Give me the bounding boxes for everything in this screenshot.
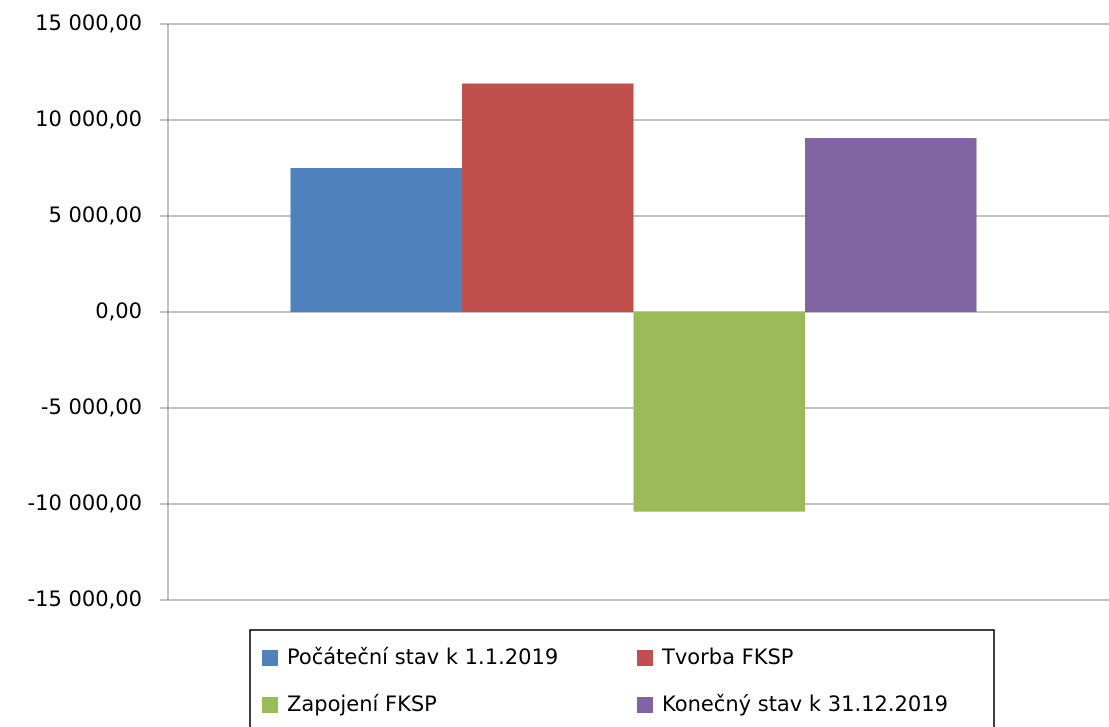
legend-swatch bbox=[637, 697, 653, 713]
legend-swatch bbox=[262, 650, 278, 666]
legend-label: Tvorba FKSP bbox=[661, 645, 793, 669]
bar bbox=[462, 83, 634, 313]
bar bbox=[290, 168, 462, 312]
legend-box bbox=[249, 629, 995, 727]
legend-label: Zapojení FKSP bbox=[287, 692, 437, 716]
y-tick-label: 0,00 bbox=[95, 299, 142, 323]
legend-label: Konečný stav k 31.12.2019 bbox=[662, 692, 948, 716]
legend-label: Počáteční stav k 1.1.2019 bbox=[287, 645, 558, 669]
y-tick-label: -15 000,00 bbox=[28, 587, 142, 611]
y-tick-label: 15 000,00 bbox=[35, 11, 142, 35]
y-tick-label: -5 000,00 bbox=[41, 395, 142, 419]
y-tick-label: -10 000,00 bbox=[28, 491, 142, 515]
bar bbox=[805, 138, 977, 312]
legend-swatch bbox=[262, 697, 278, 713]
bar bbox=[633, 312, 805, 512]
y-tick-label: 5 000,00 bbox=[48, 203, 142, 227]
legend-swatch bbox=[637, 650, 653, 666]
y-tick-label: 10 000,00 bbox=[35, 107, 142, 131]
